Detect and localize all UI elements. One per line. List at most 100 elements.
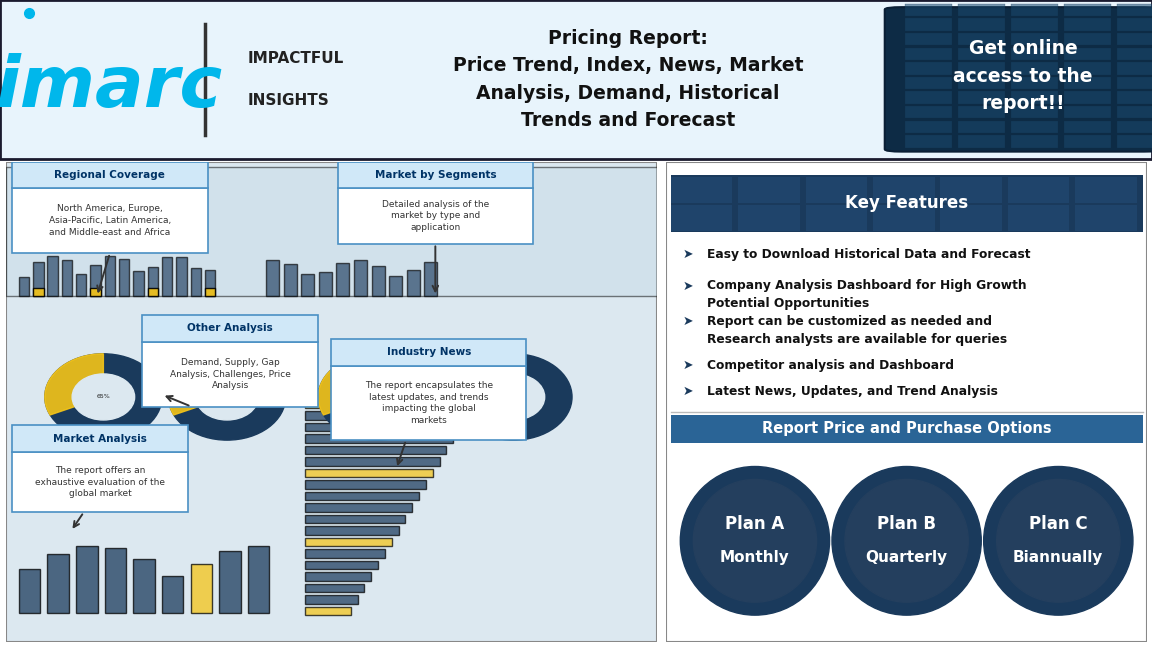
Polygon shape (45, 354, 104, 415)
FancyBboxPatch shape (905, 33, 952, 45)
Circle shape (694, 480, 817, 602)
FancyBboxPatch shape (162, 257, 173, 296)
Circle shape (196, 374, 258, 420)
Text: IMPACTFUL: IMPACTFUL (248, 51, 344, 66)
Circle shape (346, 374, 408, 420)
Text: ➤: ➤ (682, 248, 692, 261)
FancyBboxPatch shape (305, 411, 467, 419)
FancyBboxPatch shape (1011, 62, 1058, 75)
FancyBboxPatch shape (305, 492, 419, 500)
Text: Plan B: Plan B (877, 515, 937, 533)
FancyBboxPatch shape (958, 121, 1005, 133)
Text: Pricing Report:
Price Trend, Index, News, Market
Analysis, Demand, Historical
Tr: Pricing Report: Price Trend, Index, News… (453, 29, 803, 130)
FancyBboxPatch shape (1075, 177, 1137, 203)
FancyBboxPatch shape (162, 576, 183, 613)
FancyBboxPatch shape (1117, 62, 1152, 75)
Text: Report can be customized as needed and
Research analysts are available for queri: Report can be customized as needed and R… (707, 316, 1007, 346)
Text: imarc: imarc (0, 53, 223, 122)
Circle shape (73, 374, 135, 420)
FancyBboxPatch shape (1011, 4, 1058, 16)
FancyBboxPatch shape (305, 584, 364, 592)
FancyBboxPatch shape (143, 315, 318, 342)
FancyBboxPatch shape (958, 18, 1005, 31)
FancyBboxPatch shape (905, 106, 952, 119)
FancyBboxPatch shape (62, 260, 73, 296)
FancyBboxPatch shape (905, 18, 952, 31)
Circle shape (168, 354, 286, 440)
Text: Market Analysis: Market Analysis (53, 434, 147, 444)
FancyBboxPatch shape (6, 167, 657, 296)
Circle shape (984, 467, 1132, 615)
FancyBboxPatch shape (134, 271, 144, 296)
FancyBboxPatch shape (372, 266, 385, 296)
Text: The report offers an
exhaustive evaluation of the
global market: The report offers an exhaustive evaluati… (36, 466, 165, 498)
FancyBboxPatch shape (1011, 135, 1058, 148)
Polygon shape (318, 354, 377, 415)
FancyBboxPatch shape (666, 162, 1147, 642)
FancyBboxPatch shape (33, 262, 44, 296)
FancyBboxPatch shape (266, 260, 279, 296)
FancyBboxPatch shape (1064, 4, 1111, 16)
FancyBboxPatch shape (905, 135, 952, 148)
FancyBboxPatch shape (305, 572, 371, 581)
FancyBboxPatch shape (1064, 106, 1111, 119)
FancyBboxPatch shape (1064, 77, 1111, 89)
FancyBboxPatch shape (338, 161, 533, 189)
Text: INSIGHTS: INSIGHTS (248, 93, 329, 108)
FancyBboxPatch shape (1011, 47, 1058, 60)
FancyBboxPatch shape (190, 564, 212, 613)
FancyBboxPatch shape (873, 205, 934, 231)
FancyBboxPatch shape (319, 272, 332, 296)
FancyBboxPatch shape (13, 161, 207, 189)
Text: Industry News: Industry News (387, 347, 471, 357)
FancyBboxPatch shape (18, 277, 29, 296)
FancyBboxPatch shape (305, 457, 440, 465)
FancyBboxPatch shape (1117, 33, 1152, 45)
FancyBboxPatch shape (905, 47, 952, 60)
FancyBboxPatch shape (885, 7, 1152, 152)
Text: Detailed analysis of the
market by type and
application: Detailed analysis of the market by type … (381, 200, 488, 232)
FancyBboxPatch shape (958, 77, 1005, 89)
Text: Report Price and Purchase Options: Report Price and Purchase Options (761, 421, 1052, 436)
FancyBboxPatch shape (424, 262, 438, 296)
FancyBboxPatch shape (105, 256, 115, 296)
FancyBboxPatch shape (1011, 18, 1058, 31)
FancyBboxPatch shape (47, 255, 58, 296)
FancyBboxPatch shape (33, 288, 44, 296)
Text: Latest News, Updates, and Trend Analysis: Latest News, Updates, and Trend Analysis (707, 385, 998, 398)
FancyBboxPatch shape (219, 551, 241, 613)
Circle shape (832, 467, 982, 615)
FancyBboxPatch shape (18, 569, 40, 613)
Text: Biannually: Biannually (1013, 550, 1104, 565)
FancyBboxPatch shape (305, 423, 460, 431)
FancyBboxPatch shape (305, 526, 399, 535)
Polygon shape (455, 354, 514, 415)
Text: ➤: ➤ (682, 316, 692, 329)
FancyBboxPatch shape (1011, 91, 1058, 104)
FancyBboxPatch shape (0, 0, 1152, 159)
Polygon shape (168, 354, 227, 415)
Text: Other Analysis: Other Analysis (188, 323, 273, 333)
FancyBboxPatch shape (873, 177, 934, 203)
FancyBboxPatch shape (90, 265, 100, 296)
Text: Quarterly: Quarterly (865, 550, 948, 565)
FancyBboxPatch shape (336, 263, 349, 296)
FancyBboxPatch shape (958, 106, 1005, 119)
Text: ➤: ➤ (682, 279, 692, 292)
FancyBboxPatch shape (205, 270, 215, 296)
FancyBboxPatch shape (1011, 106, 1058, 119)
FancyBboxPatch shape (1117, 121, 1152, 133)
Text: 65%: 65% (507, 395, 521, 399)
FancyBboxPatch shape (805, 177, 867, 203)
FancyBboxPatch shape (105, 548, 127, 613)
FancyBboxPatch shape (905, 4, 952, 16)
FancyBboxPatch shape (90, 288, 100, 296)
Text: Plan C: Plan C (1029, 515, 1087, 533)
FancyBboxPatch shape (6, 162, 657, 642)
Circle shape (681, 467, 829, 615)
FancyBboxPatch shape (1117, 135, 1152, 148)
FancyBboxPatch shape (1064, 135, 1111, 148)
FancyBboxPatch shape (670, 175, 1143, 231)
FancyBboxPatch shape (805, 205, 867, 231)
FancyBboxPatch shape (905, 121, 952, 133)
